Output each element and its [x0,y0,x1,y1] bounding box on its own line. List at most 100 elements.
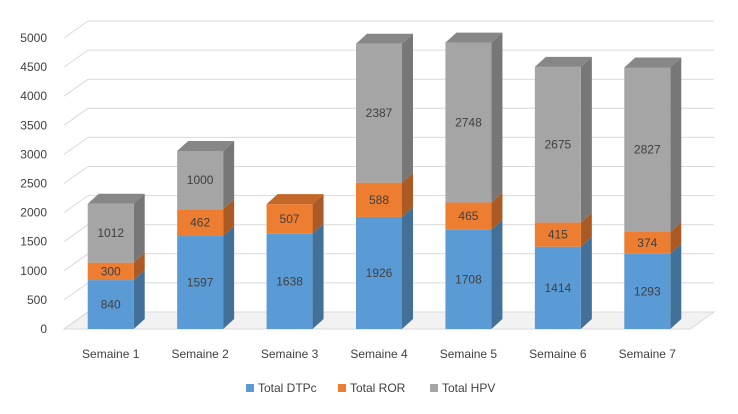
bar-top-face [266,194,324,205]
bar-segment [356,182,402,217]
bar-side-face [133,193,145,263]
bar-segment [356,216,402,329]
x-tick-label: Semaine 4 [350,347,408,361]
y-tick-label: 1500 [20,235,47,249]
bar-side-face [223,199,235,237]
bar-side-face [402,33,413,183]
bar-top-face [534,56,592,67]
x-tick-label: Semaine 1 [82,347,140,361]
bar-side-face [670,243,682,329]
data-label: 2387 [366,106,393,120]
x-tick-label: Semaine 3 [261,347,319,361]
data-label: 462 [190,216,210,230]
bar-segment [266,233,313,329]
y-tick-label: 4500 [20,60,47,74]
y-tick-label: 3500 [20,118,47,132]
y-tick-label: 1000 [20,264,47,278]
x-tick-label: Semaine 5 [440,347,498,361]
bar-side-face [402,206,413,329]
legend-swatch [430,384,438,392]
bar-segment [356,43,402,183]
gridline-diagonal [63,136,89,155]
bar-segment [624,67,671,232]
data-label: 2748 [455,116,482,130]
gridline-diagonal [63,166,89,184]
gridline-diagonal [63,282,89,301]
bar-segment [266,204,313,234]
bar-segment [445,42,492,203]
data-label: 300 [101,264,121,278]
bar-segment [177,209,224,237]
data-label: 415 [548,228,568,242]
data-label: 507 [280,212,300,226]
x-tick-label: Semaine 6 [529,347,587,361]
x-tick-label: Semaine 2 [171,347,229,361]
bar-side-face [223,226,235,329]
gridline-diagonal [63,311,89,330]
data-label: 1293 [634,284,661,298]
gridline-diagonal [63,107,89,126]
legend-label: Total DTPc [258,381,317,395]
y-tick-label: 500 [27,293,47,307]
data-label: 840 [101,298,121,312]
data-label: 588 [369,193,389,207]
y-tick-label: 2500 [20,177,47,191]
bar-segment [534,222,581,247]
bar-side-face [670,221,682,254]
bar-top-face [445,32,503,43]
data-label: 1414 [545,281,572,295]
bar-side-face [580,56,592,223]
y-tick-label: 3000 [20,147,47,161]
bar-top-face [87,193,145,204]
data-label: 1597 [187,276,214,290]
bar-side-face [312,194,324,234]
bar-side-face [670,57,682,232]
legend-swatch [338,384,346,392]
bar-top-face [624,57,682,68]
bar-segment [445,202,492,230]
bar-segment [87,280,134,329]
data-label: 1708 [455,272,482,286]
bar-segment [534,66,581,223]
data-label: 1000 [187,173,214,187]
bar-side-face [491,32,503,203]
data-label: 465 [458,209,478,223]
bar-segment [177,236,224,329]
gridline-diagonal [63,195,89,214]
y-tick-label: 2000 [20,206,47,220]
legend-label: Total HPV [442,381,495,395]
data-label: 2827 [634,143,661,157]
gridline-diagonal [63,49,89,68]
bar-segment [177,150,224,210]
bar-side-face [312,223,324,329]
y-tick-label: 0 [40,322,47,336]
bar-segment [87,203,134,263]
data-label: 1638 [276,274,303,288]
gridline-diagonal [63,253,89,272]
bar-side-face [223,140,235,210]
y-tick-label: 4000 [20,89,47,103]
bar-segment [534,246,581,329]
bar-segment [624,231,671,254]
data-label: 374 [637,236,657,250]
data-label: 1926 [366,266,393,280]
bar-side-face [402,172,413,217]
bar-side-face [133,252,145,281]
x-tick-label: Semaine 7 [619,347,677,361]
bar-segment [87,262,134,281]
bar-segment [624,253,671,329]
bar-side-face [491,219,503,329]
data-label: 1012 [97,226,124,240]
bar-side-face [133,270,145,329]
data-label: 2675 [545,138,572,152]
bar-side-face [580,236,592,329]
legend-swatch [246,384,254,392]
bar-segment [445,229,492,329]
bar-top-face [356,33,413,44]
gridline-diagonal [63,224,89,243]
y-tick-label: 5000 [20,31,47,45]
bar-top-face [177,140,235,151]
bar-side-face [580,212,592,247]
